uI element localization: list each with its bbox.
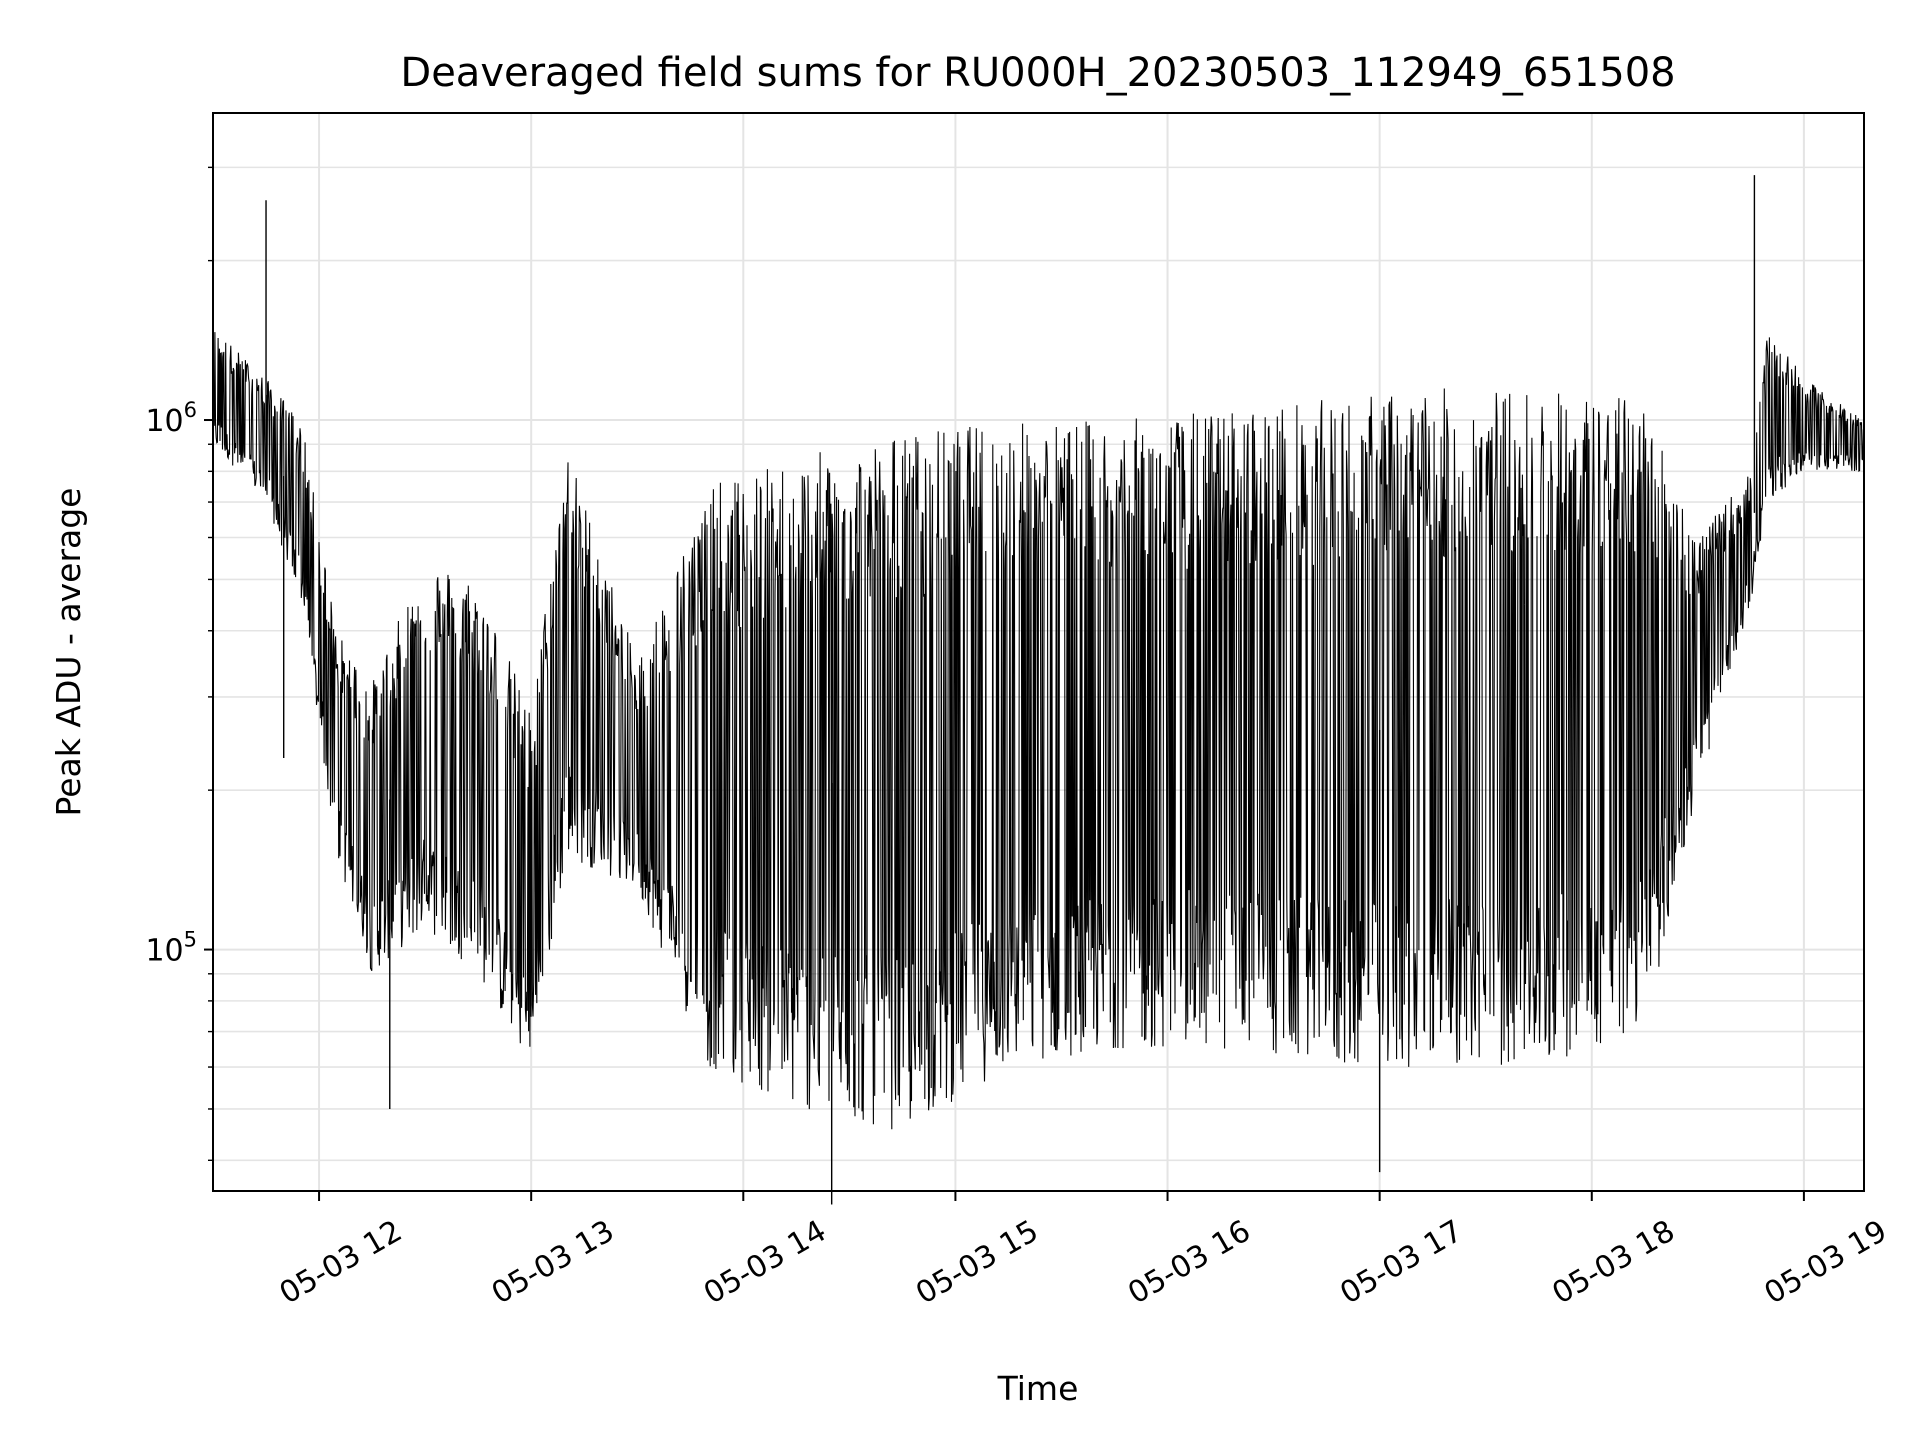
chart-title: Deaveraged field sums for RU000H_2023050… (400, 50, 1675, 96)
x-tick-label: 05-03 16 (1122, 1214, 1256, 1312)
x-tick-label: 05-03 13 (486, 1214, 620, 1312)
x-tick-label: 05-03 18 (1546, 1214, 1680, 1312)
x-tick-label: 05-03 12 (274, 1214, 408, 1312)
x-tick-label: 05-03 19 (1759, 1214, 1893, 1312)
series-line (212, 332, 1865, 1130)
plot-frame (212, 112, 1865, 1192)
x-tick-label: 05-03 14 (698, 1214, 832, 1312)
x-tick-label: 05-03 17 (1334, 1214, 1468, 1312)
y-tick-label: 106 (145, 398, 197, 439)
data-layer (212, 175, 1865, 1205)
x-axis-label: Time (997, 1369, 1079, 1408)
y-tick-label: 105 (145, 928, 197, 969)
y-axis-label: Peak ADU - average (49, 488, 88, 817)
x-tick-label: 05-03 15 (910, 1214, 1044, 1312)
